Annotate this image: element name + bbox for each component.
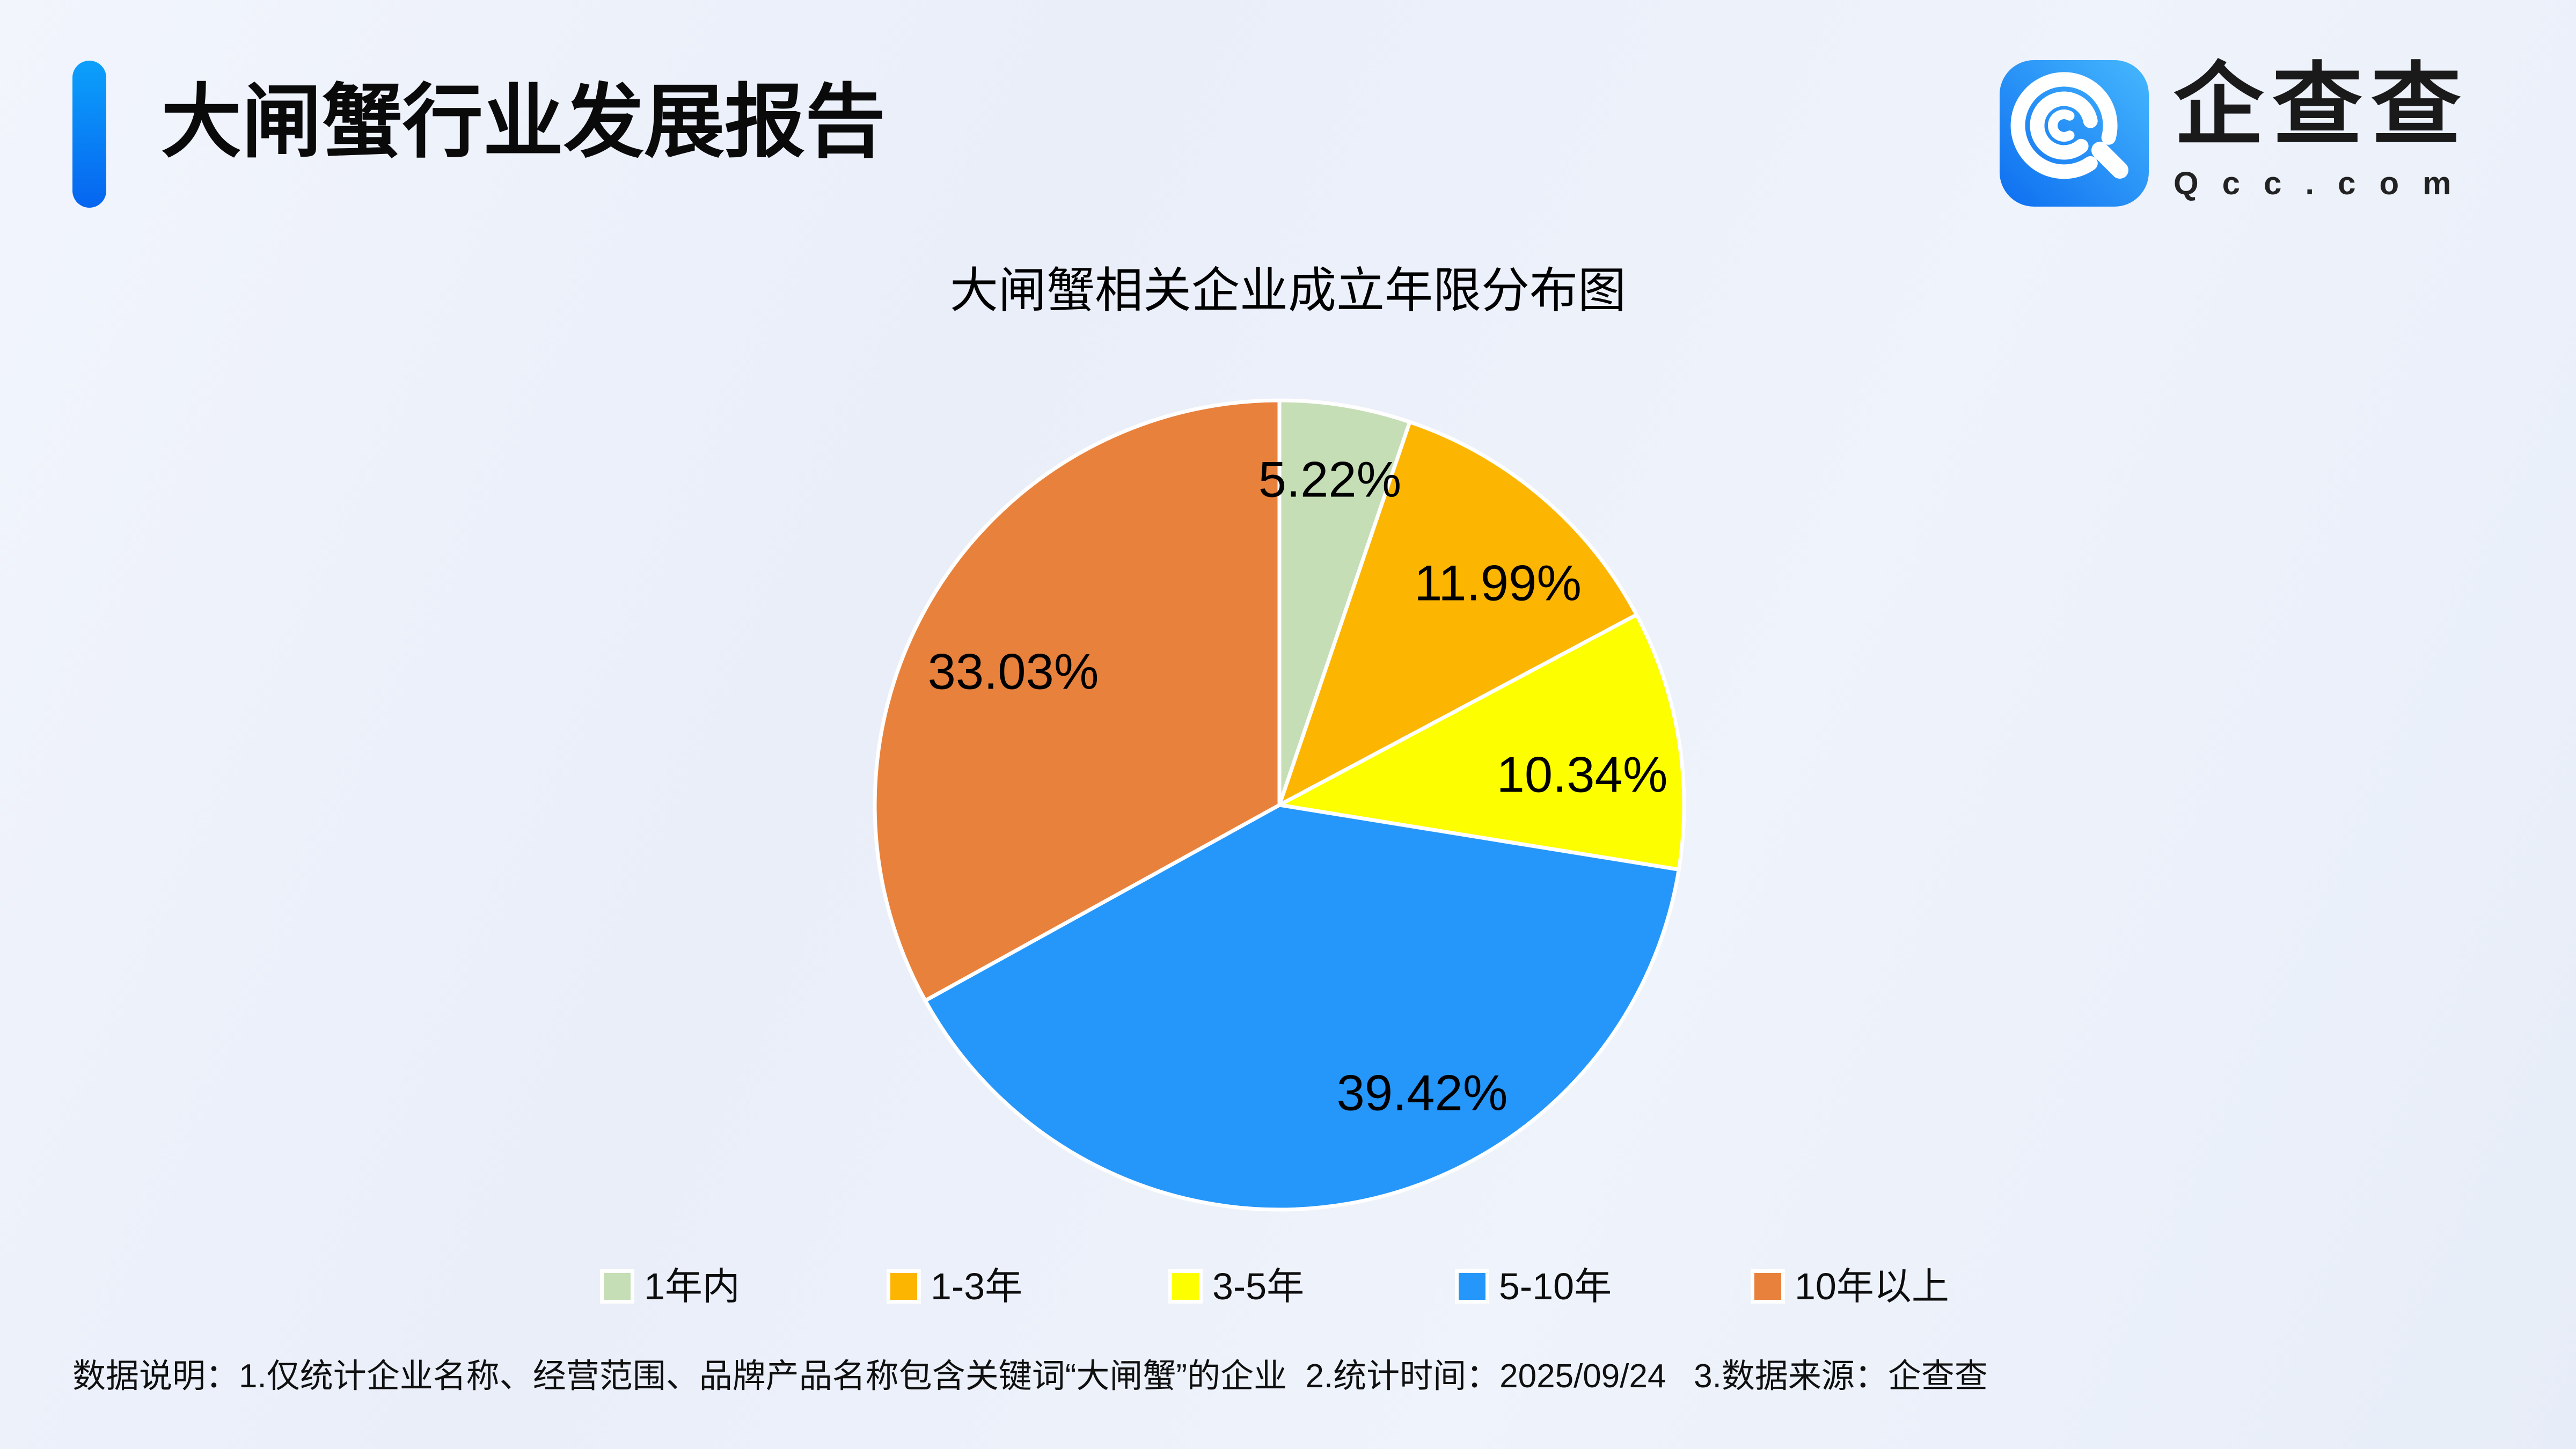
legend-swatch-3 (1455, 1269, 1489, 1304)
qcc-logo-brand: 企查查 (2174, 55, 2470, 156)
chart-title: 大闸蟹相关企业成立年限分布图 (950, 264, 1626, 318)
legend-label-0: 1年内 (644, 1265, 740, 1307)
legend-swatch-0 (600, 1269, 634, 1304)
legend-item-1: 1-3年 (887, 1268, 1022, 1305)
title-accent-bar (72, 61, 106, 208)
qcc-logo-text: 企查查 Qcc.com (2174, 60, 2475, 200)
legend-item-0: 1年内 (600, 1268, 740, 1305)
legend-label-1: 1-3年 (931, 1265, 1023, 1307)
pie-slice-3 (923, 803, 1681, 1212)
pie-label-2: 10.34% (1497, 747, 1668, 803)
pie-chart: 5.22%11.99% 10.34% 39.42% 33.03% (873, 398, 1686, 1212)
legend-label-2: 3-5年 (1212, 1265, 1305, 1307)
pie-slice-4 (873, 398, 1282, 1002)
legend-item-3: 5-10年 (1455, 1268, 1612, 1305)
report-title: 大闸蟹行业发展报告 (161, 77, 886, 167)
legend-item-4: 10年以上 (1751, 1268, 1949, 1305)
legend-swatch-1 (887, 1269, 921, 1304)
qcc-logo-icon (2000, 60, 2149, 207)
pie-label-4: 33.03% (928, 643, 1099, 700)
pie-slice-2 (1277, 613, 1686, 872)
pie-label-1: 11.99% (1414, 555, 1582, 611)
legend-item-2: 3-5年 (1168, 1268, 1304, 1305)
data-note: 数据说明：1.仅统计企业名称、经营范围、品牌产品名称包含关键词“大闸蟹”的企业 … (72, 1358, 1988, 1395)
legend-label-3: 5-10年 (1499, 1265, 1612, 1307)
pie-label-0: 5.22% (1258, 451, 1402, 508)
legend-swatch-2 (1168, 1269, 1203, 1304)
pie-label-3: 39.42% (1337, 1065, 1508, 1121)
pie-slice-1 (1277, 420, 1638, 807)
qcc-logo-domain: Qcc.com (2174, 165, 2475, 201)
legend-swatch-4 (1751, 1269, 1785, 1304)
qcc-logo: 企查查 Qcc.com (2000, 60, 2475, 207)
legend-label-4: 10年以上 (1795, 1265, 1949, 1307)
logo-q-spiral (2010, 72, 2128, 179)
